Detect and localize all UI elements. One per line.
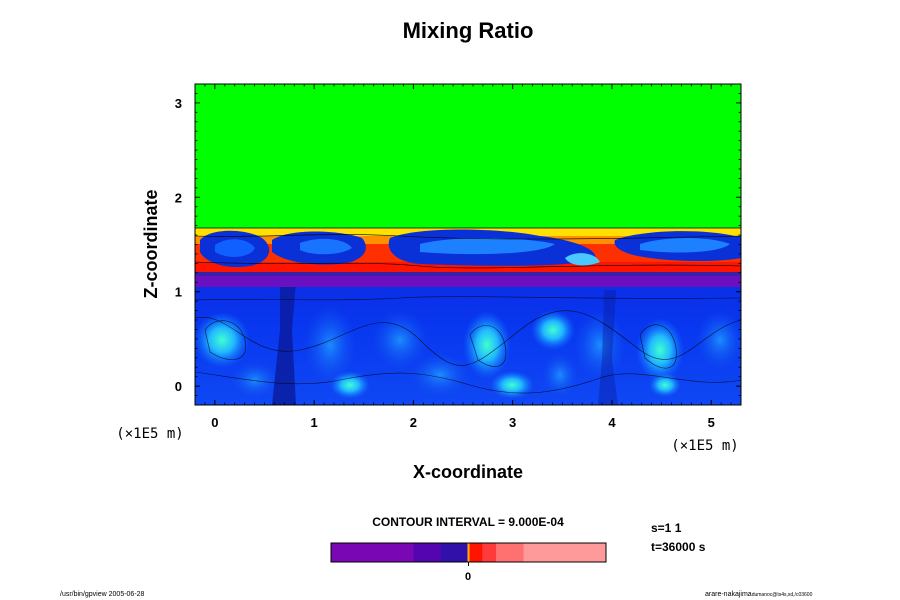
- y-axis-title: Z-coordinate: [141, 189, 161, 298]
- y-unit-label: (×1E5 m): [116, 426, 183, 442]
- contour-lines: [195, 296, 741, 394]
- colorbar-swatch: [523, 543, 607, 562]
- contour-interval-label: CONTOUR INTERVAL = 9.000E-04: [372, 515, 564, 529]
- colorbar-swatch: [441, 543, 469, 562]
- y-tick-label: 2: [175, 190, 182, 205]
- colorbar-swatch: [496, 543, 524, 562]
- x-tick-label: 2: [410, 415, 417, 430]
- colorbar-frame: [330, 542, 607, 563]
- footer-right-text: arare-nakajimadumanoc@ts4s,xd,/c03600: [705, 591, 813, 598]
- x-tick-label: 1: [311, 415, 318, 430]
- x-tick-label: 4: [608, 415, 616, 430]
- downdraft-columns: [272, 282, 618, 405]
- footer-right-small: dumanoc@ts4s,xd,/c03600: [752, 592, 813, 598]
- colorbar-swatch: [482, 543, 497, 562]
- time-label: t=36000 s: [651, 540, 706, 554]
- x-unit-label: (×1E5 m): [671, 438, 738, 454]
- y-tick-label: 1: [175, 285, 182, 300]
- contour-field: [195, 84, 741, 405]
- x-tick-label: 0: [211, 415, 218, 430]
- stable-band: [195, 275, 741, 287]
- x-tick-label: 3: [509, 415, 516, 430]
- y-tick-label: 0: [175, 379, 182, 394]
- colorbar: [331, 543, 607, 566]
- upper-uniform-region: [195, 84, 741, 228]
- colorbar-swatch: [331, 543, 414, 562]
- colorbar-swatch: [468, 543, 483, 562]
- colorbar-tick-label: 0: [465, 571, 471, 583]
- x-tick-label: 5: [708, 415, 715, 430]
- footer-right-main: arare-nakajima: [705, 591, 752, 598]
- x-axis-ticks: 0 1 2 3 4 5: [204, 84, 742, 430]
- colorbar-swatch: [413, 543, 442, 562]
- step-label: s=1 1: [651, 521, 682, 535]
- y-tick-label: 3: [175, 96, 182, 111]
- y-axis-ticks: 0 1 2 3: [175, 93, 741, 396]
- x-axis-title: X-coordinate: [413, 462, 523, 482]
- cloud-cells: [200, 229, 741, 268]
- chart-title: Mixing Ratio: [403, 18, 534, 43]
- footer-left-text: /usr/bin/gpview 2005-06-28: [60, 591, 145, 598]
